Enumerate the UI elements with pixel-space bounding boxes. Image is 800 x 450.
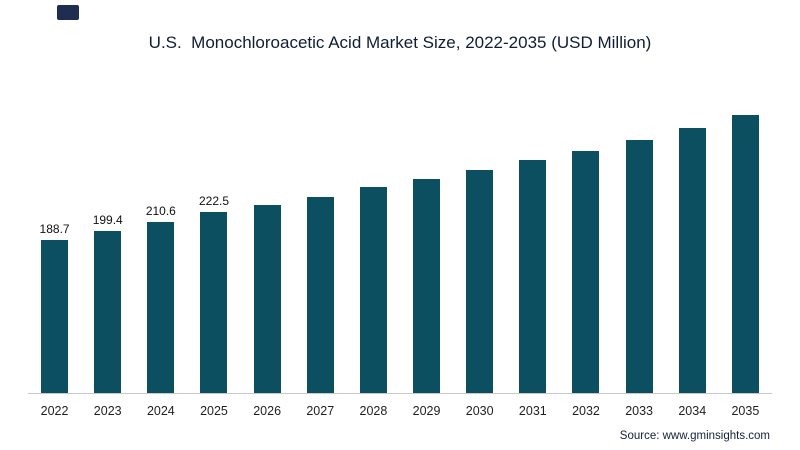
bar-2026 [253,205,281,393]
bar-group-2032 [559,151,612,393]
bar-group-2029 [400,179,453,393]
x-tick-2028: 2028 [359,404,388,418]
bar-group-2030 [453,170,506,393]
bar-2031 [519,160,547,393]
bar-group-2028 [347,187,400,393]
x-tick-2022: 2022 [40,404,69,418]
bar-group-2026 [241,205,294,393]
x-tick-2029: 2029 [412,404,441,418]
bar-group-2022: 188.7 [28,222,81,393]
bar-value-label-2025: 222.5 [198,194,229,208]
bar-2030 [466,170,494,393]
bar-value-label-2022: 188.7 [39,222,70,236]
x-tick-2033: 2033 [625,404,654,418]
bar-group-2034 [666,128,719,393]
bar-2033 [625,140,653,393]
bar-group-2025: 222.5 [187,194,240,393]
bar-2025 [200,212,228,393]
x-tick-2026: 2026 [253,404,282,418]
bar-value-label-2024: 210.6 [145,204,176,218]
bar-group-2035 [719,115,772,393]
chart-title: U.S. Monochloroacetic Acid Market Size, … [148,33,652,52]
bar-2024 [147,222,175,393]
x-tick-2030: 2030 [465,404,494,418]
bar-2023 [94,231,122,393]
bar-value-label-2023: 199.4 [92,213,123,227]
x-tick-2032: 2032 [572,404,600,418]
bar-2032 [572,151,600,393]
logo-mark [57,5,79,20]
bar-2022 [41,240,69,393]
bar-2027 [306,197,334,393]
bar-group-2024: 210.6 [134,204,187,393]
bar-group-2033 [613,140,666,393]
source-note: Source: www.gminsights.com [619,430,770,442]
bar-2035 [731,115,759,393]
x-tick-2034: 2034 [678,404,707,418]
bar-2028 [359,187,387,393]
x-tick-2023: 2023 [93,404,122,418]
bar-group-2023: 199.4 [81,213,134,393]
bar-group-2027 [294,197,347,393]
bars-row: 188.7 199.4 210.6 222.5 [28,93,772,393]
x-tick-2025: 2025 [200,404,228,418]
x-axis-ticks: 2022 2023 2024 2025 2026 2027 2028 2029 2030 2031… [28,404,772,418]
bar-2029 [413,179,441,393]
x-tick-2027: 2027 [306,404,335,418]
bar-2034 [678,128,706,393]
x-tick-2035: 2035 [731,404,760,418]
x-tick-2031: 2031 [518,404,547,418]
x-axis-line [28,393,772,394]
x-tick-2024: 2024 [146,404,175,418]
bar-group-2031 [506,160,559,393]
